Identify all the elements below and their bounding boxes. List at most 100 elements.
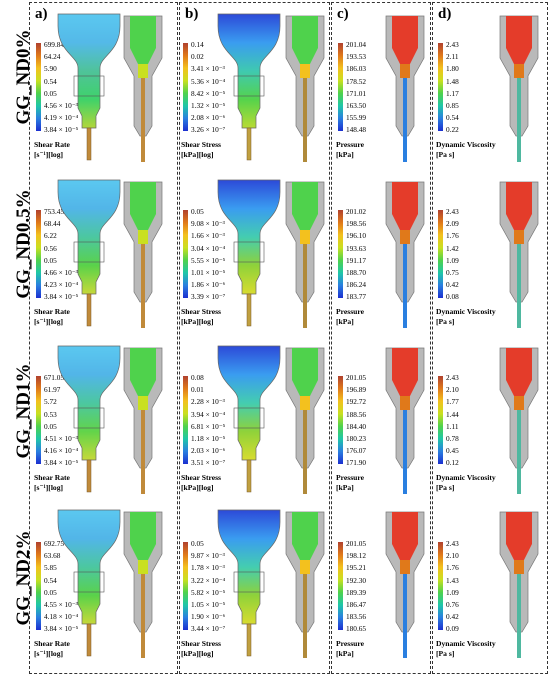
colorbar-tick-label: 193.53 [346, 52, 367, 62]
colorbar-tick-label: 1.66 × 10⁻³ [191, 231, 225, 241]
colorbar-title: Shear Rate [34, 307, 70, 316]
colorbar-tick-label: 201.04 [346, 40, 367, 49]
nozzle-taper [514, 64, 524, 78]
colorbar [183, 43, 188, 131]
nozzle-reservoir [130, 512, 156, 560]
pressure-scale: 201.04 193.53 186.03 178.52 171.01 163.50 155.… [336, 41, 428, 159]
colorbar [438, 43, 443, 131]
colorbar-title: Pressure [336, 307, 364, 316]
nozzle-needle [86, 623, 92, 657]
nozzle-taper [300, 396, 310, 410]
colorbar [438, 210, 443, 298]
colorbar-tick-label: 192.72 [346, 397, 367, 407]
pressure-scale: 201.02 198.56 196.10 193.63 191.17 188.70 186.… [336, 208, 428, 326]
nozzle-body [57, 13, 121, 129]
nozzle-needle [246, 127, 252, 161]
shear-rate-scale: 699.84 64.24 5.90 0.54 0.05 4.56 × 10⁻³ 4.19 ×… [34, 41, 126, 159]
colorbar-unit: [Pa s] [436, 483, 455, 492]
nozzle-taper [514, 230, 524, 244]
colorbar-unit: [Pa s] [436, 317, 455, 326]
colorbar-tick-label: 1.43 [446, 575, 459, 585]
colorbar-unit: [Pa s] [436, 150, 455, 159]
colorbar-tick-label: 176.07 [346, 446, 367, 456]
colorbar-tick-label: 1.90 × 10⁻⁶ [191, 612, 226, 622]
colorbar-tick-label: 3.04 × 10⁻⁴ [191, 243, 226, 253]
colorbar-tick-label: 180.65 [346, 624, 367, 634]
colorbar-tick-label: 4.55 × 10⁻³ [44, 600, 78, 609]
nozzle-body [57, 509, 121, 625]
colorbar-tick-label: 1.86 × 10⁻⁶ [191, 280, 226, 290]
colorbar-tick-label: 196.89 [346, 385, 367, 395]
shear-stress-nozzle-front [217, 509, 281, 657]
colorbar-tick-label: 189.39 [346, 587, 367, 597]
colorbar-title: Dynamic Viscosity [436, 473, 496, 482]
nozzle-body [57, 179, 121, 295]
colorbar-tick-label: 64.24 [44, 52, 61, 62]
colorbar-tick-label: 5.82 × 10⁻⁵ [191, 587, 226, 597]
pressure-scale: 201.05 198.12 195.21 192.30 189.39 186.47 183.… [336, 540, 428, 658]
nozzle-inner-outline [233, 75, 265, 97]
colorbar-tick-label: 148.48 [346, 125, 367, 135]
colorbar-tick-label: 4.18 × 10⁻⁴ [44, 612, 79, 622]
colorbar-tick-label: 5.55 × 10⁻⁵ [191, 255, 226, 265]
colorbar-tick-label: 171.90 [346, 458, 367, 468]
nozzle-inner-outline [73, 241, 105, 263]
nozzle-taper [514, 396, 524, 410]
nozzle-needle [86, 459, 92, 493]
nozzle-reservoir [292, 16, 318, 64]
dynamic-viscosity-scale: 2.43 2.10 1.77 1.44 1.11 0.78 0.45 0.12 Dynamic … [436, 374, 528, 492]
colorbar [36, 210, 41, 298]
colorbar-tick-label: 5.90 [44, 64, 57, 74]
nozzle-taper [138, 64, 148, 78]
nozzle-needle [141, 244, 145, 328]
colorbar-tick-label: 2.10 [446, 385, 459, 395]
colorbar-unit: [s⁻¹][log] [34, 150, 64, 159]
colorbar-tick-label: 1.09 [446, 255, 459, 265]
colorbar-tick-label: 1.76 [446, 231, 459, 241]
colorbar-tick-label: 5.36 × 10⁻⁴ [191, 76, 226, 86]
nozzle-needle [246, 623, 252, 657]
colorbar-tick-label: 0.12 [446, 458, 459, 468]
colorbar-tick-label: 198.56 [346, 219, 367, 229]
colorbar-tick-label: 191.17 [346, 255, 367, 265]
colorbar-tick-label: 183.77 [346, 292, 367, 302]
colorbar-tick-label: 0.76 [446, 600, 459, 609]
nozzle-reservoir [292, 348, 318, 396]
colorbar-tick-label: 201.05 [346, 539, 367, 548]
colorbar-title: Shear Rate [34, 140, 70, 149]
shear-stress-nozzle-side [285, 347, 325, 494]
colorbar-title: Shear Stress [181, 307, 222, 316]
nozzle-needle [141, 574, 145, 658]
colorbar [338, 210, 343, 298]
colorbar [183, 376, 188, 464]
colorbar-title: Shear Stress [181, 473, 222, 482]
colorbar-tick-label: 2.11 [446, 52, 459, 62]
shear-rate-nozzle-side [123, 181, 163, 328]
colorbar-tick-label: 186.24 [346, 280, 367, 290]
colorbar-tick-label: 6.22 [44, 231, 57, 241]
colorbar-tick-label: 2.09 [446, 219, 459, 229]
colorbar-unit: [kPa] [336, 649, 354, 658]
colorbar-unit: [kPa] [336, 483, 354, 492]
nozzle-inner-outline [233, 407, 265, 429]
colorbar [338, 542, 343, 630]
pressure-nozzle [385, 181, 425, 328]
shear-stress-scale: 0.14 0.02 3.41 × 10⁻³ 5.36 × 10⁻⁴ 8.42 × 10⁻… [181, 41, 273, 159]
colorbar-tick-label: 1.77 [446, 397, 459, 407]
nozzle-needle [303, 574, 307, 658]
colorbar-tick-label: 3.44 × 10⁻⁷ [191, 624, 226, 634]
nozzle-needle [141, 78, 145, 162]
dynamic-viscosity-scale: 2.43 2.11 1.80 1.48 1.17 0.85 0.54 0.22 Dynamic … [436, 41, 528, 159]
shear-stress-scale: 0.05 9.08 × 10⁻³ 1.66 × 10⁻³ 3.04 × 10⁻⁴ 5.5… [181, 208, 273, 326]
colorbar-tick-label: 0.22 [446, 125, 459, 135]
colorbar [36, 542, 41, 630]
shear-rate-scale: 753.45 68.44 6.22 0.56 0.05 4.66 × 10⁻³ 4.23 ×… [34, 208, 126, 326]
nozzle-reservoir [506, 348, 532, 396]
nozzle-inner-outline [73, 407, 105, 429]
row-label: GG_ND0% [13, 29, 34, 125]
nozzle-taper [138, 230, 148, 244]
colorbar-unit: [kPa] [336, 150, 354, 159]
colorbar-tick-label: 3.51 × 10⁻⁷ [191, 458, 226, 468]
shear-rate-nozzle-front [57, 345, 121, 493]
colorbar-tick-label: 0.14 [191, 40, 204, 49]
